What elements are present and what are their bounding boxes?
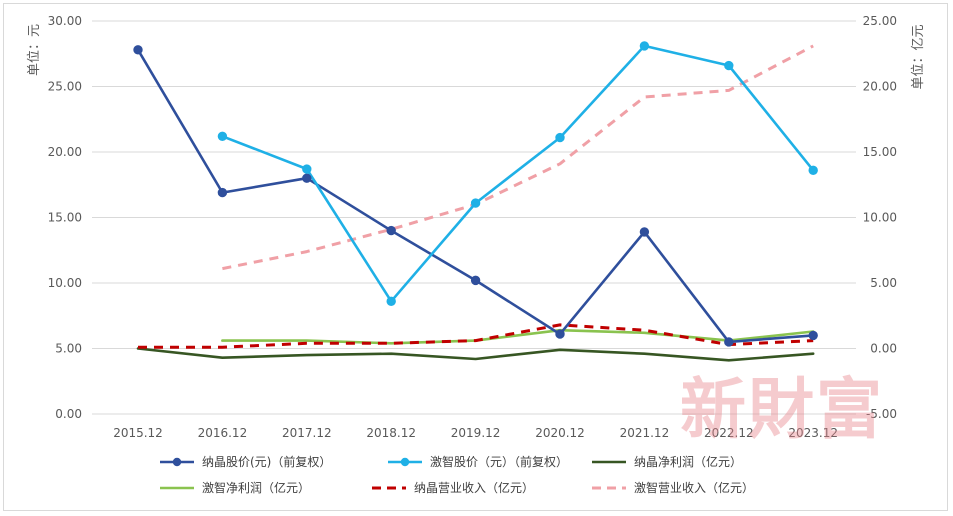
watermark-logo: 新財富: [680, 370, 884, 448]
right-tick-label: 10.00: [863, 211, 897, 225]
series-point: [639, 227, 650, 237]
x-tick-label: 2016.12: [198, 426, 248, 440]
series-point: [386, 296, 396, 307]
left-tick-label: 0.00: [55, 407, 82, 421]
x-tick-label: 2019.12: [451, 426, 501, 440]
left-tick-label: 5.00: [55, 342, 82, 356]
series-line-5: [222, 44, 814, 271]
series-point: [302, 173, 312, 183]
series-point: [808, 330, 818, 341]
left-tick-label: 15.00: [48, 211, 82, 225]
right-axis-ticks: -5.00 0.00 5.00 10.00 15.00 20.00 25.00: [863, 14, 897, 421]
x-tick-label: 2018.12: [366, 426, 416, 440]
series-point: [555, 132, 565, 143]
series-point: [302, 164, 312, 174]
series-markers: [133, 41, 818, 347]
series-point: [808, 165, 818, 176]
x-tick-label: 2022.12: [704, 426, 754, 440]
series-line-1: [221, 44, 815, 303]
series-point: [133, 45, 143, 55]
right-tick-label: 0.00: [870, 342, 897, 356]
series-line-4: [138, 323, 814, 349]
left-tick-label: 10.00: [48, 276, 82, 290]
right-tick-label: 15.00: [863, 145, 897, 159]
series-point: [555, 329, 565, 339]
left-tick-label: 25.00: [48, 80, 82, 94]
legend-marker: [172, 457, 182, 467]
series-point: [470, 198, 481, 208]
series-point: [386, 225, 396, 236]
left-tick-label: 20.00: [48, 145, 82, 159]
x-tick-label: 2023.12: [788, 426, 838, 440]
series-point: [724, 337, 734, 347]
legend-marker: [400, 457, 410, 467]
legend-label: 纳晶净利润（亿元）: [634, 454, 742, 469]
right-tick-label: 5.00: [870, 276, 897, 290]
series-point: [724, 60, 734, 71]
x-tick-label: 2017.12: [282, 426, 332, 440]
x-tick-label: 2015.12: [113, 426, 163, 440]
right-axis-unit-label: 单位：亿元: [911, 24, 926, 89]
legend-label: 纳晶营业收入（亿元）: [414, 480, 534, 495]
series-line-0: [136, 48, 815, 344]
left-axis-ticks: 0.00 5.00 10.00 15.00 20.00 25.00 30.00: [48, 14, 82, 421]
left-tick-label: 30.00: [48, 14, 82, 28]
series-point: [639, 41, 650, 51]
right-tick-label: -5.00: [866, 407, 897, 421]
legend-label: 激智净利润（亿元）: [202, 480, 310, 495]
right-tick-label: 25.00: [863, 14, 897, 28]
x-tick-label: 2021.12: [620, 426, 670, 440]
legend: 纳晶股价(元)（前复权） 激智股价（元）（前复权） 纳晶净利润（亿元） 激智净利润（亿…: [160, 454, 754, 495]
legend-label: 激智股价（元）（前复权）: [430, 454, 568, 469]
legend-label: 纳晶股价(元)（前复权）: [202, 454, 331, 469]
series-line-3: [221, 328, 815, 345]
series-line-2: [136, 347, 815, 362]
series-point: [217, 131, 228, 141]
x-axis-ticks: 2015.12 2016.12 2017.12 2018.12 2019.12 2020.…: [113, 426, 838, 440]
legend-label: 激智营业收入（亿元）: [634, 480, 754, 495]
series-point: [217, 187, 228, 198]
left-axis-unit-label: 单位：元: [27, 24, 42, 76]
x-tick-label: 2020.12: [535, 426, 585, 440]
right-tick-label: 20.00: [863, 80, 897, 94]
series-point: [470, 275, 481, 286]
